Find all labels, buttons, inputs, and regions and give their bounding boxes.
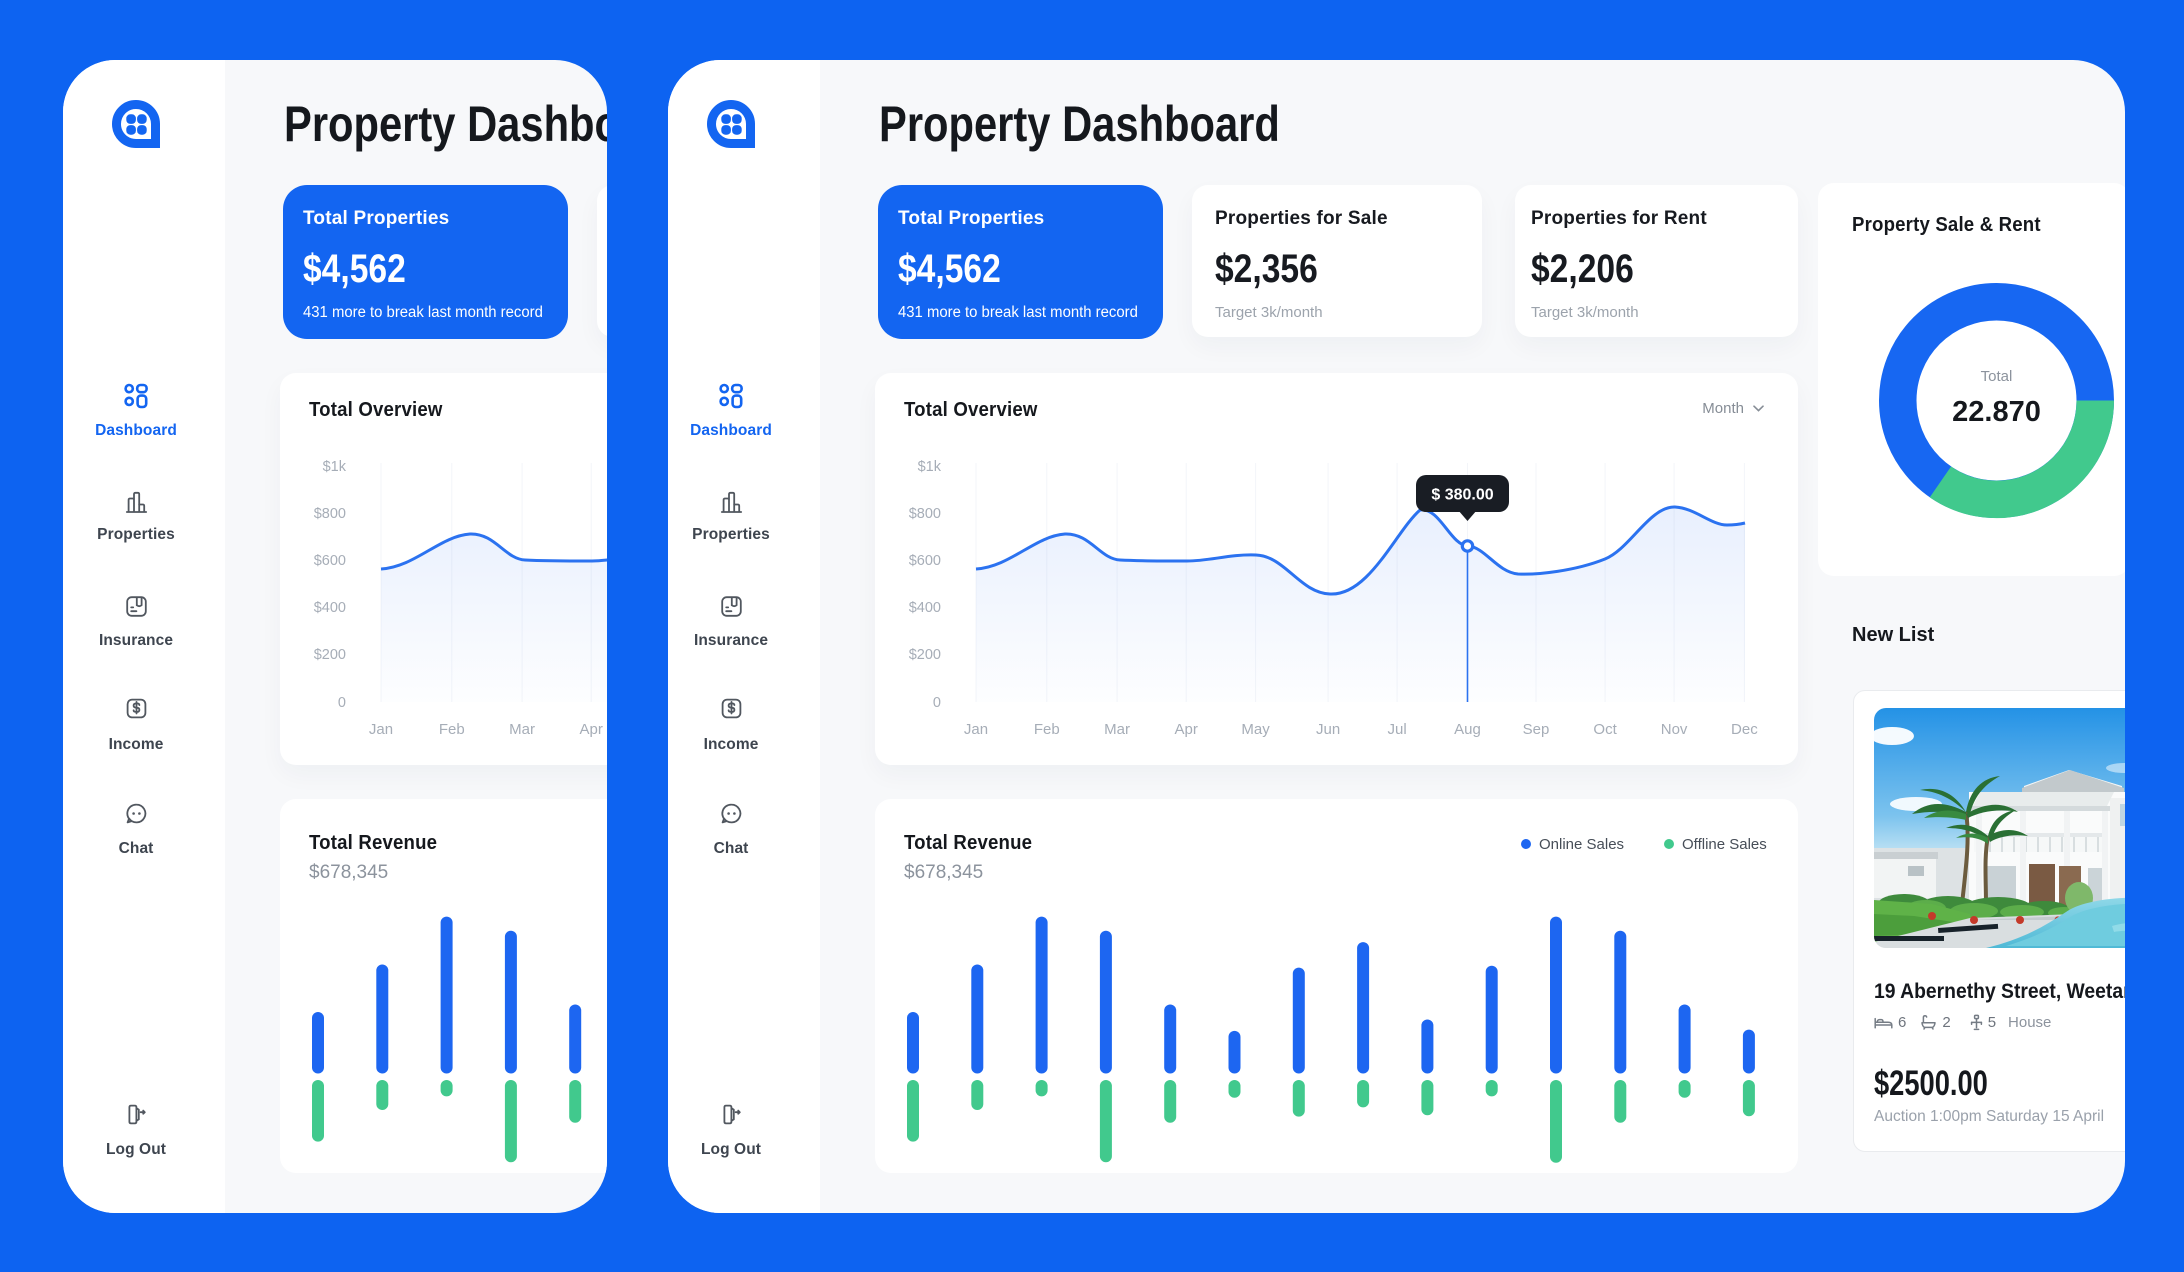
- svg-text:$400: $400: [314, 600, 346, 616]
- svg-text:$800: $800: [314, 506, 346, 522]
- svg-text:Jan: Jan: [369, 721, 393, 738]
- svg-text:Oct: Oct: [1593, 721, 1617, 738]
- svg-text:Aug: Aug: [1454, 721, 1481, 738]
- svg-text:$600: $600: [314, 553, 346, 569]
- svg-text:$800: $800: [909, 506, 941, 522]
- svg-text:Dec: Dec: [1731, 721, 1758, 738]
- svg-text:Apr: Apr: [580, 721, 603, 738]
- svg-text:Feb: Feb: [439, 721, 465, 738]
- svg-text:$200: $200: [909, 647, 941, 663]
- svg-text:$1k: $1k: [918, 459, 942, 475]
- svg-text:Nov: Nov: [1661, 721, 1688, 738]
- svg-text:Apr: Apr: [1175, 721, 1198, 738]
- svg-text:Feb: Feb: [1034, 721, 1060, 738]
- svg-text:0: 0: [338, 695, 346, 711]
- svg-text:Mar: Mar: [509, 721, 535, 738]
- svg-text:Sep: Sep: [1523, 721, 1550, 738]
- svg-text:$ 380.00: $ 380.00: [1431, 487, 1493, 504]
- svg-text:$200: $200: [314, 647, 346, 663]
- svg-text:May: May: [1241, 721, 1270, 738]
- svg-text:$400: $400: [909, 600, 941, 616]
- svg-text:Mar: Mar: [1104, 721, 1130, 738]
- svg-text:Jun: Jun: [1316, 721, 1340, 738]
- svg-text:$1k: $1k: [323, 459, 347, 475]
- svg-text:0: 0: [933, 695, 941, 711]
- svg-text:Jan: Jan: [964, 721, 988, 738]
- svg-text:Jul: Jul: [1388, 721, 1407, 738]
- svg-text:$600: $600: [909, 553, 941, 569]
